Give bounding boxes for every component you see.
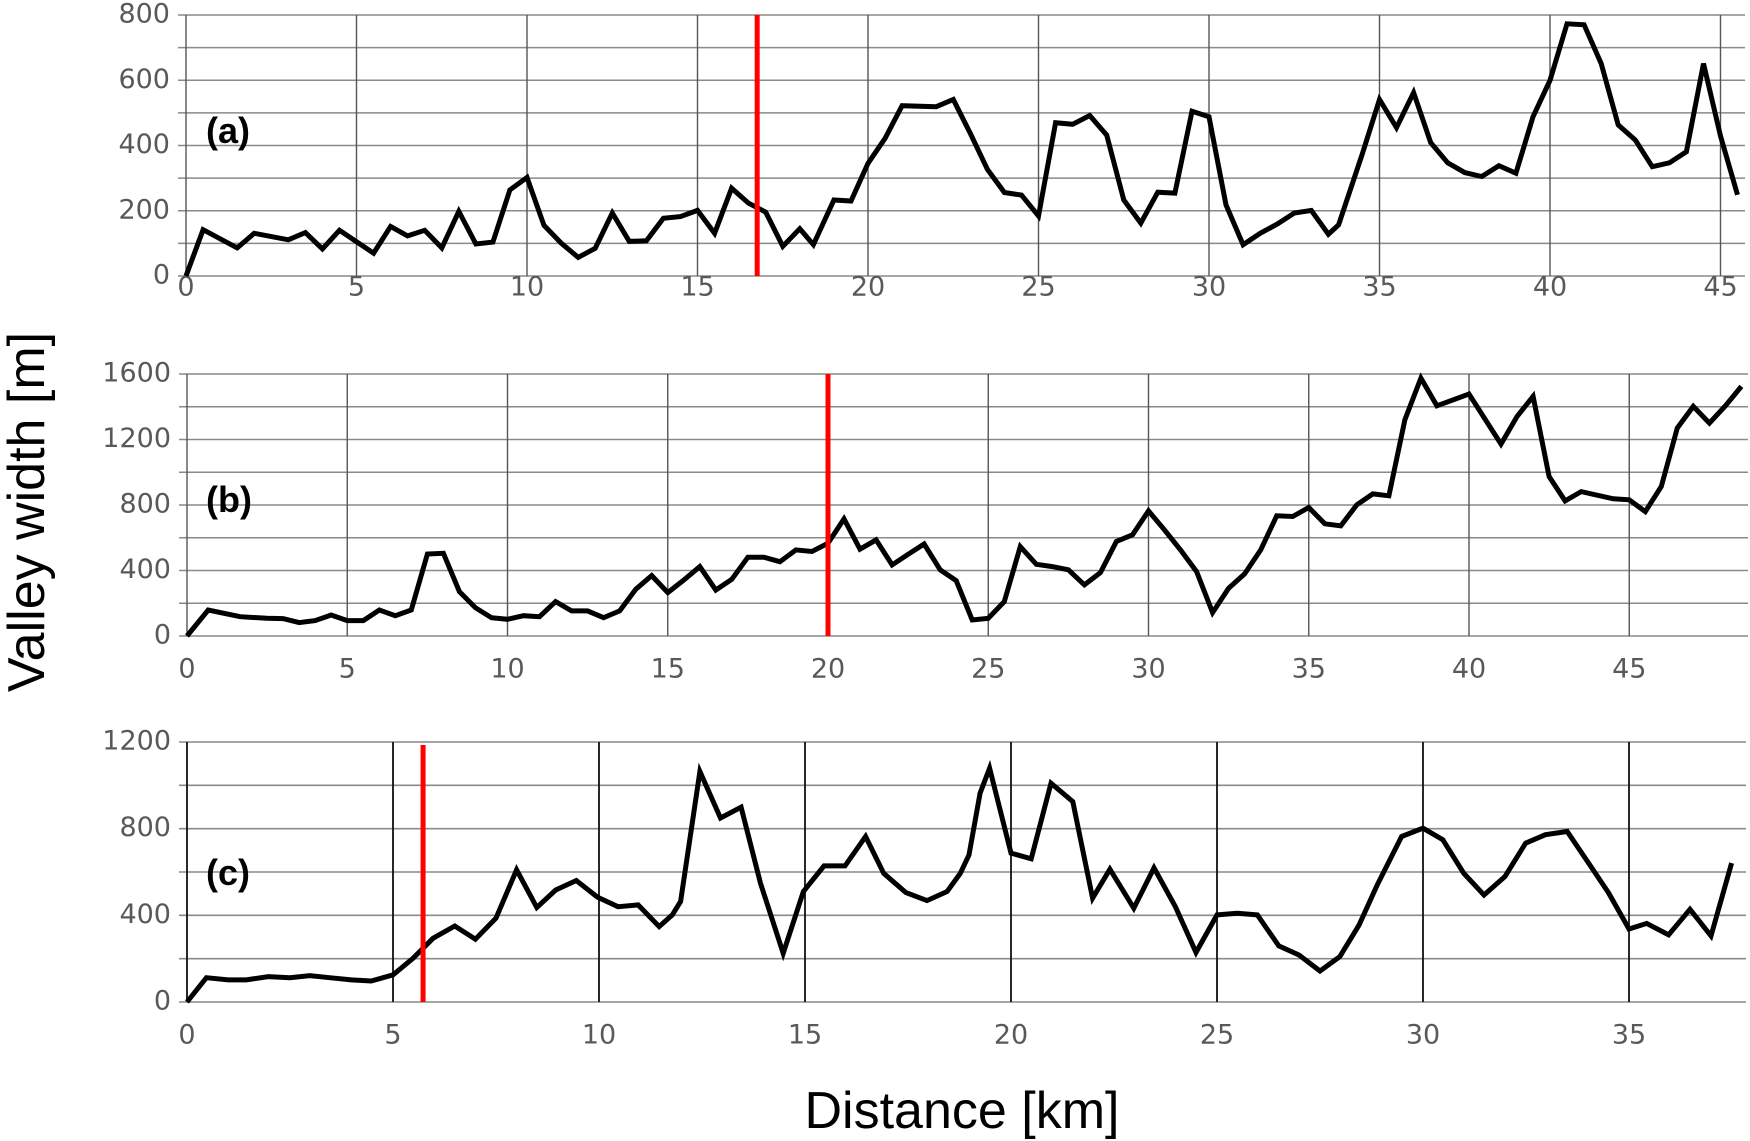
y-tick-label: 0 xyxy=(153,260,170,291)
panel-c-chart: 0 5 10 15 20 25 30 35 0 400 800 1200 (c) xyxy=(102,726,1746,1051)
valley-width-line xyxy=(185,372,1744,638)
x-tick-label: 0 xyxy=(177,272,194,303)
x-tick-label: 25 xyxy=(971,654,1005,685)
y-tick-label: 1200 xyxy=(102,726,171,757)
x-tick-label: 30 xyxy=(1192,272,1226,303)
x-tick-label: 35 xyxy=(1362,272,1396,303)
x-tick-label: 15 xyxy=(788,1020,822,1051)
x-tick-label: 25 xyxy=(1200,1020,1234,1051)
x-tick-label: 45 xyxy=(1703,272,1737,303)
y-tick-label: 0 xyxy=(154,986,171,1017)
x-tick-label: 10 xyxy=(490,654,524,685)
y-tick-label: 1600 xyxy=(102,358,171,389)
x-tick-label: 45 xyxy=(1612,654,1646,685)
x-tick-label: 15 xyxy=(651,654,685,685)
y-tick-label: 800 xyxy=(119,489,171,520)
y-tick-label: 400 xyxy=(119,899,171,930)
x-tick-label: 30 xyxy=(1406,1020,1440,1051)
x-tick-label: 15 xyxy=(680,272,714,303)
valley-width-line xyxy=(185,759,1735,1004)
x-tick-label: 30 xyxy=(1131,654,1165,685)
x-tick-label: 35 xyxy=(1612,1020,1646,1051)
x-tick-label: 35 xyxy=(1292,654,1326,685)
x-tick-label: 40 xyxy=(1452,654,1486,685)
y-tick-label: 1200 xyxy=(102,423,171,454)
panel-label: (c) xyxy=(206,852,250,893)
panel-label: (a) xyxy=(206,110,250,151)
y-axis-title: Valley width [m] xyxy=(0,332,56,692)
y-tick-label: 400 xyxy=(118,129,170,160)
x-tick-label: 5 xyxy=(384,1020,401,1051)
x-tick-label: 20 xyxy=(811,654,845,685)
x-tick-label: 0 xyxy=(178,654,195,685)
x-tick-label: 20 xyxy=(994,1020,1028,1051)
valley-width-line xyxy=(183,21,1740,277)
panel-b-chart: 0 5 10 15 20 25 30 35 40 45 0 400 800 1200 1600 (b) xyxy=(102,358,1748,685)
x-tick-label: 0 xyxy=(178,1020,195,1051)
y-tick-label: 800 xyxy=(119,812,171,843)
x-tick-label: 5 xyxy=(348,272,365,303)
y-tick-label: 400 xyxy=(119,554,171,585)
x-tick-label: 20 xyxy=(851,272,885,303)
x-tick-label: 10 xyxy=(510,272,544,303)
x-tick-label: 10 xyxy=(582,1020,616,1051)
y-tick-label: 800 xyxy=(118,0,170,30)
panel-a-chart: 0 5 10 15 20 25 30 35 40 45 0 200 400 600 800 (a) xyxy=(118,0,1745,303)
y-tick-label: 200 xyxy=(118,194,170,225)
y-tick-label: 600 xyxy=(118,64,170,95)
y-tick-label: 0 xyxy=(154,620,171,651)
panel-label: (b) xyxy=(206,479,252,520)
x-tick-label: 5 xyxy=(339,654,356,685)
x-tick-label: 40 xyxy=(1533,272,1567,303)
x-tick-label: 25 xyxy=(1021,272,1055,303)
x-axis-title: Distance [km] xyxy=(805,1082,1120,1140)
